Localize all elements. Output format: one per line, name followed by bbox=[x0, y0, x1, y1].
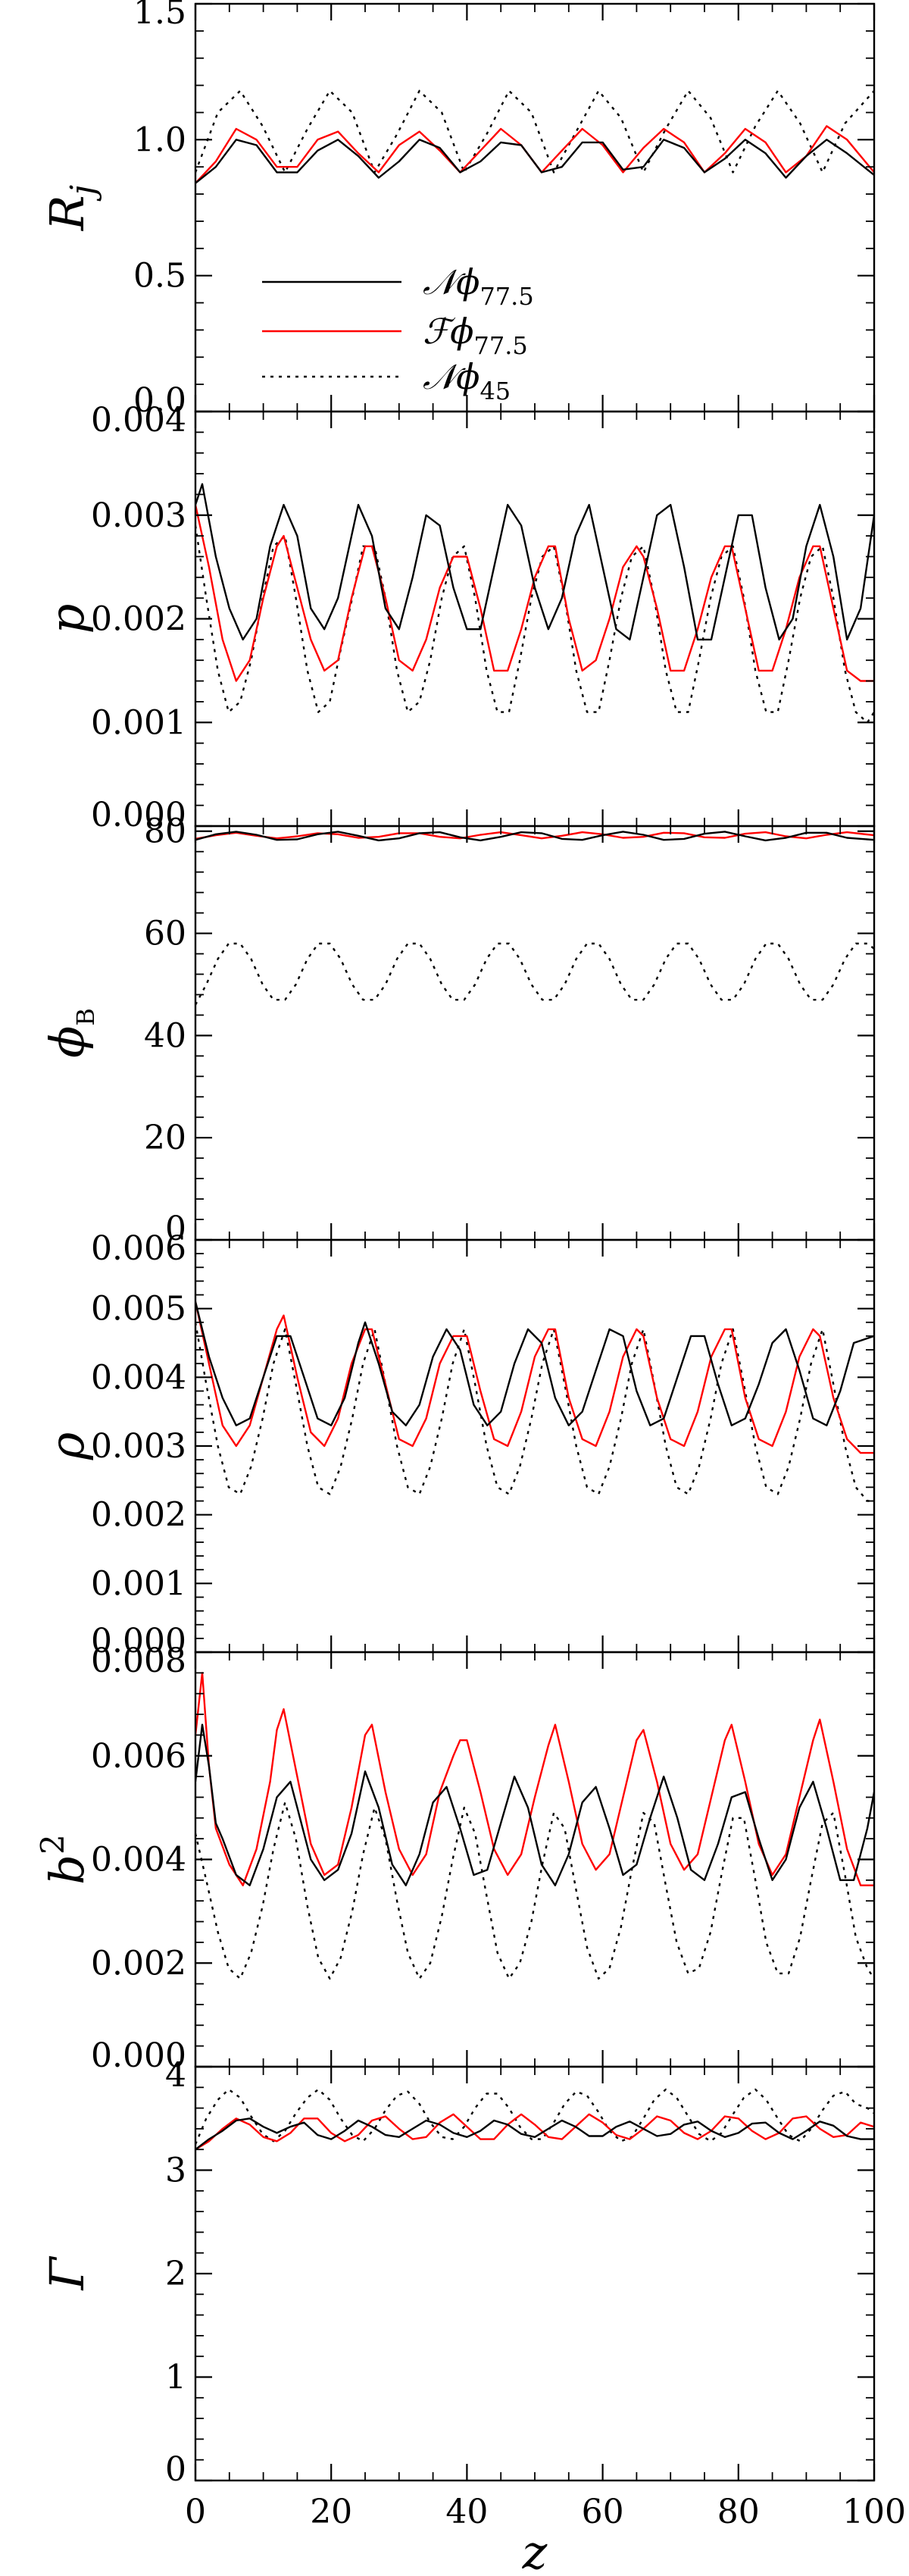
series-line-N775-panel-4 bbox=[195, 1301, 874, 1427]
y-tick-label: 0.004 bbox=[91, 1841, 186, 1880]
series-line-F775-panel-1 bbox=[195, 125, 874, 184]
panel-frame bbox=[194, 1651, 876, 2068]
x-tick-label: 80 bbox=[717, 2493, 760, 2531]
y-tick-label: 0.002 bbox=[91, 600, 186, 639]
x-tick-label: 60 bbox=[582, 2493, 624, 2531]
panel-1: 0.0 0.5 1.0 1.5 Rj bbox=[39, 0, 876, 420]
y-axis-label-main: ϕ bbox=[39, 1026, 95, 1058]
panel-frame bbox=[194, 410, 876, 828]
y-tick-label: 0.0 bbox=[133, 381, 186, 420]
series-line-N775-panel-1 bbox=[195, 139, 874, 184]
y-tick-label: 0.006 bbox=[91, 1737, 186, 1776]
y-tick-label: 0.004 bbox=[91, 1358, 186, 1397]
y-tick-label: 20 bbox=[144, 1119, 186, 1157]
y-tick-label: 0.003 bbox=[91, 496, 186, 535]
panel-frame bbox=[194, 825, 876, 1241]
y-axis-label-main: Γ bbox=[39, 2256, 95, 2291]
x-tick-label: 40 bbox=[445, 2493, 488, 2531]
y-axis-label-main: R bbox=[39, 195, 95, 231]
legend-label-1: 𝒩ϕ77.5 bbox=[423, 261, 534, 311]
series-line-N45-panel-3 bbox=[195, 942, 874, 1006]
y-tick-label: 1.5 bbox=[133, 0, 186, 32]
legend-label-2: ℱϕ77.5 bbox=[423, 311, 528, 360]
series-line-N45-panel-2 bbox=[195, 525, 874, 724]
y-tick-label: 0.5 bbox=[133, 257, 186, 296]
series-line-N775-panel-2 bbox=[195, 483, 874, 641]
y-tick-label: 40 bbox=[144, 1016, 186, 1055]
series-line-F775-panel-6 bbox=[195, 2113, 874, 2151]
panel-6: 0 1 2 3 4 Γ bbox=[39, 2056, 876, 2489]
y-tick-label: 0.001 bbox=[91, 1564, 186, 1603]
series-line-N775-panel-5 bbox=[195, 1723, 874, 1886]
x-axis-label: z bbox=[522, 2524, 548, 2576]
y-tick-label: 0.008 bbox=[91, 1642, 186, 1680]
x-tick-label: 0 bbox=[185, 2493, 206, 2531]
y-axis-label: p bbox=[39, 604, 95, 634]
series-line-N45-panel-5 bbox=[195, 1801, 874, 1980]
series-line-N45-panel-6 bbox=[195, 2088, 874, 2145]
y-axis-label-main: p bbox=[39, 604, 95, 634]
y-axis-label: ϕB bbox=[39, 1008, 100, 1058]
y-tick-label: 2 bbox=[165, 2255, 186, 2293]
series-line-N775-panel-6 bbox=[195, 2117, 874, 2151]
y-tick-label: 0.000 bbox=[91, 796, 186, 834]
y-tick-label: 0.002 bbox=[91, 1496, 186, 1535]
y-tick-label: 0 bbox=[165, 2450, 186, 2489]
y-tick-label: 0.002 bbox=[91, 1944, 186, 1983]
series-line-F775-panel-3 bbox=[195, 831, 874, 840]
y-axis-label: Rj bbox=[39, 185, 102, 231]
y-tick-label: 0.005 bbox=[91, 1290, 186, 1329]
x-tick-label: 100 bbox=[842, 2493, 906, 2531]
y-axis-label-subscript: B bbox=[71, 1008, 100, 1026]
series-line-F775-panel-4 bbox=[195, 1301, 874, 1454]
y-tick-label: 0.001 bbox=[91, 703, 186, 742]
y-axis-label: Γ bbox=[39, 2256, 95, 2291]
y-axis-label-superscript: 2 bbox=[34, 1834, 71, 1855]
y-axis-label: ρ bbox=[39, 1432, 95, 1460]
series-line-N45-panel-4 bbox=[195, 1322, 874, 1502]
x-tick-label: 20 bbox=[310, 2493, 352, 2531]
y-tick-label: 0.004 bbox=[91, 401, 186, 440]
y-tick-label: 0.000 bbox=[91, 2036, 186, 2075]
y-tick-label: 80 bbox=[144, 812, 186, 851]
legend-label-subscript: 77.5 bbox=[474, 331, 528, 360]
panel-4: 0.000 0.001 0.002 0.003 0.004 0.005 0.006 ρ bbox=[39, 1229, 876, 1660]
legend-label-3: 𝒩ϕ45 bbox=[423, 356, 511, 405]
y-tick-label: 1 bbox=[165, 2358, 186, 2397]
y-axis-label-main: b bbox=[39, 1855, 95, 1885]
panel-2: 0.000 0.001 0.002 0.003 0.004 p bbox=[39, 401, 876, 834]
y-axis-label: b2 bbox=[34, 1834, 95, 1884]
y-tick-label: 60 bbox=[144, 915, 186, 953]
y-tick-label: 1.0 bbox=[133, 121, 186, 159]
series-line-N45-panel-1 bbox=[195, 89, 874, 174]
legend-label-main: 𝒩ϕ bbox=[423, 261, 479, 302]
legend-label-subscript: 45 bbox=[479, 377, 511, 405]
legend-label-subscript: 77.5 bbox=[479, 282, 533, 311]
y-tick-label: 0.003 bbox=[91, 1427, 186, 1466]
series-line-F775-panel-5 bbox=[195, 1672, 874, 1886]
series-line-N775-panel-3 bbox=[195, 831, 874, 842]
legend-label-main: 𝒩ϕ bbox=[423, 356, 479, 397]
legend-label-main: ℱϕ bbox=[423, 311, 474, 352]
panel-3: 0 20 40 60 80 ϕB bbox=[39, 812, 876, 1248]
y-tick-label: 0 bbox=[165, 1210, 186, 1248]
series-line-F775-panel-2 bbox=[195, 504, 874, 682]
y-tick-label: 4 bbox=[165, 2056, 186, 2095]
y-tick-label: 0.006 bbox=[91, 1229, 186, 1268]
y-axis-label-main: ρ bbox=[39, 1432, 95, 1460]
y-tick-label: 3 bbox=[165, 2152, 186, 2190]
y-tick-label: 0.000 bbox=[91, 1622, 186, 1660]
panel-frame bbox=[194, 2, 876, 413]
panel-5: 0.000 0.002 0.004 0.006 0.008 b2 bbox=[34, 1642, 876, 2075]
